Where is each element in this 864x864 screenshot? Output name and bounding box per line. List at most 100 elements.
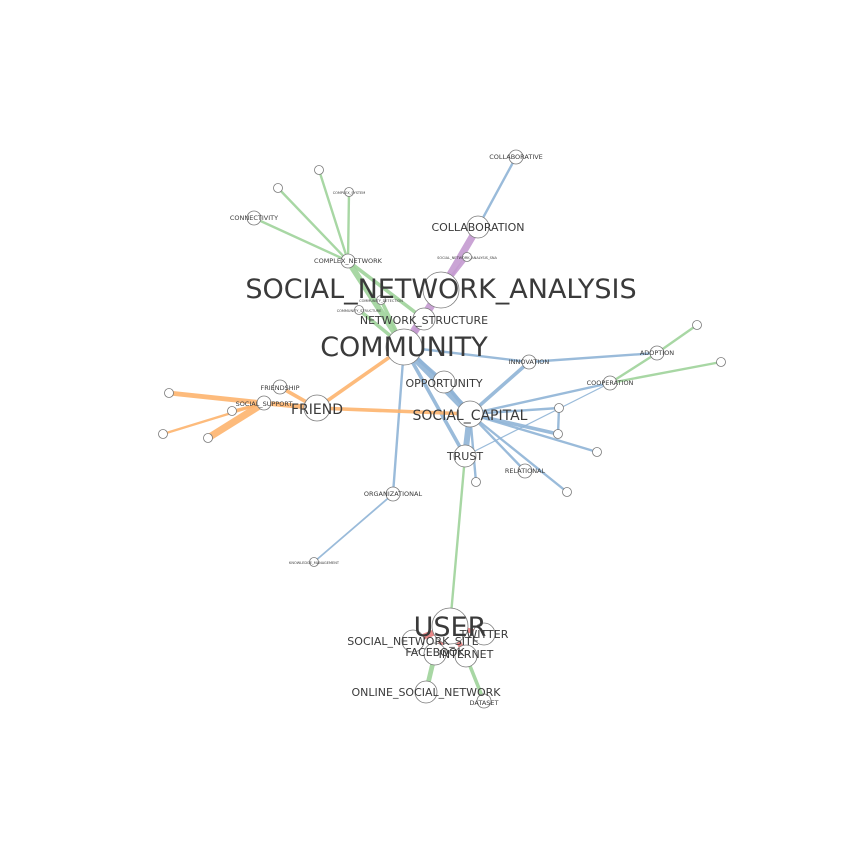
node-friendship[interactable] xyxy=(272,379,288,395)
label-friendship: FRIENDSHIP xyxy=(261,384,300,392)
node-friend[interactable] xyxy=(303,394,331,422)
node-network-structure[interactable] xyxy=(412,307,436,331)
node-community[interactable] xyxy=(385,328,423,366)
label-dataset: DATASET xyxy=(470,699,499,707)
edge-adoption-cooperation xyxy=(608,351,659,385)
node-sc-leaf2[interactable] xyxy=(553,429,563,439)
node-layer xyxy=(158,149,726,709)
node-fr-leaf4[interactable] xyxy=(203,433,213,443)
edge-complex_network-network_structure xyxy=(346,259,426,321)
edge-social_support-fr_leaf4 xyxy=(204,399,268,442)
label-trust: TRUST xyxy=(446,450,483,463)
edge-cooperation-ad_leaf2 xyxy=(608,360,723,385)
node-connectivity[interactable] xyxy=(246,210,262,226)
edge-collaboration-collaborative xyxy=(476,155,518,229)
label-network-structure: NETWORK_STRUCTURE xyxy=(360,314,488,327)
node-cn-leaf2[interactable] xyxy=(273,183,283,193)
edge-complex_network-cn_leaf1 xyxy=(317,168,350,263)
label-sna-small: SOCIAL_NETWORK_ANALYSIS_SNA xyxy=(437,256,497,260)
label-social-network-site: SOCIAL_NETWORK_SITE xyxy=(347,635,478,648)
edge-social_capital-sc_leaf4 xyxy=(468,412,569,494)
edge-social_support-fr_leaf1 xyxy=(166,390,267,406)
node-organizational[interactable] xyxy=(385,486,401,502)
node-social-support[interactable] xyxy=(256,395,272,411)
label-social-network-analysis: SOCIAL_NETWORK_ANALYSIS xyxy=(245,274,636,305)
node-trust[interactable] xyxy=(453,444,477,468)
label-internet: INTERNET xyxy=(439,648,494,661)
node-collaborative[interactable] xyxy=(508,149,524,165)
node-sc-leaf4[interactable] xyxy=(562,487,572,497)
label-relational: RELATIONAL xyxy=(505,467,546,475)
node-dataset[interactable] xyxy=(476,693,492,709)
node-sc-leaf3[interactable] xyxy=(592,447,602,457)
label-complex-system: COMPLEX_SYSTEM xyxy=(333,191,366,195)
node-sc-leaf1[interactable] xyxy=(554,403,564,413)
node-user[interactable] xyxy=(431,607,469,645)
node-knowledge-management[interactable] xyxy=(309,557,319,567)
node-complex-system[interactable] xyxy=(344,187,354,197)
label-twitter: TWITTER xyxy=(459,628,509,641)
label-collaboration: COLLABORATION xyxy=(431,221,524,234)
node-innovation[interactable] xyxy=(521,354,537,370)
node-collaboration[interactable] xyxy=(466,215,490,239)
node-online-social-network[interactable] xyxy=(414,680,438,704)
node-ad-leaf1[interactable] xyxy=(692,320,702,330)
edge-complex_network-cn_leaf2 xyxy=(276,186,350,263)
label-opportunity: OPPORTUNITY xyxy=(405,377,482,390)
label-facebook: FACEBOOK xyxy=(405,646,465,659)
label-adoption: ADOPTION xyxy=(640,349,674,357)
edge-community-organizational xyxy=(391,345,406,496)
edge-social_capital-sc_leaf3 xyxy=(468,412,599,454)
label-community-structure: COMMUNITY_STRUCTURE xyxy=(337,309,382,313)
node-community-detection[interactable] xyxy=(376,295,386,305)
label-innovation: INNOVATION xyxy=(509,358,550,366)
node-sc-leaf5[interactable] xyxy=(471,477,481,487)
node-adoption[interactable] xyxy=(649,345,665,361)
edge-trust-cooperation xyxy=(464,382,611,457)
label-complex-network: COMPLEX_NETWORK xyxy=(314,257,383,265)
edge-social_capital-sc_leaf1 xyxy=(468,406,561,416)
edge-social_capital-cooperation xyxy=(468,381,612,416)
label-knowledge-management: KNOWLEDGE_MANAGEMENT xyxy=(289,561,340,565)
label-user: USER xyxy=(414,612,487,643)
edge-complex_network-complex_system xyxy=(346,190,351,263)
node-cn-leaf1[interactable] xyxy=(314,165,324,175)
node-fr-leaf2[interactable] xyxy=(227,406,237,416)
edge-trust-user xyxy=(448,454,467,628)
edge-social_capital-friend xyxy=(315,406,472,416)
edge-social_support-fr_leaf3 xyxy=(161,401,266,436)
edge-adoption-ad_leaf1 xyxy=(655,323,699,355)
node-social-network-site[interactable] xyxy=(401,629,425,653)
node-social-capital[interactable] xyxy=(456,400,484,428)
label-cooperation: COOPERATION xyxy=(587,379,634,387)
node-fr-leaf1[interactable] xyxy=(164,388,174,398)
label-community: COMMUNITY xyxy=(320,332,488,363)
node-internet[interactable] xyxy=(454,644,478,668)
node-relational[interactable] xyxy=(517,463,533,479)
label-community-detection: COMMUNITY_DETECTION xyxy=(359,299,403,303)
edge-organizational-knowledge_management xyxy=(313,493,394,563)
node-social-network-analysis[interactable] xyxy=(422,271,460,309)
edge-community-innovation xyxy=(402,345,531,364)
label-connectivity: CONNECTIVITY xyxy=(230,214,278,222)
label-organizational: ORGANIZATIONAL xyxy=(364,490,423,498)
label-social-capital: SOCIAL_CAPITAL xyxy=(413,408,528,424)
label-friend: FRIEND xyxy=(291,402,343,418)
label-layer: SOCIAL_NETWORK_ANALYSIS COMMUNITY USER COLL… xyxy=(230,153,674,707)
node-facebook[interactable] xyxy=(423,642,447,666)
node-community-structure[interactable] xyxy=(354,305,364,315)
node-cooperation[interactable] xyxy=(602,375,618,391)
label-collaborative: COLLABORATIVE xyxy=(489,153,543,161)
node-twitter[interactable] xyxy=(472,622,496,646)
label-online-social-network: ONLINE_SOCIAL_NETWORK xyxy=(352,686,502,699)
edge-community-trust xyxy=(402,345,467,458)
edge-innovation-adoption xyxy=(527,351,659,364)
node-sna-small[interactable] xyxy=(462,252,472,262)
node-opportunity[interactable] xyxy=(432,370,456,394)
node-ad-leaf2[interactable] xyxy=(716,357,726,367)
label-social-support: SOCIAL_SUPPORT xyxy=(236,400,293,408)
edge-complex_network-connectivity xyxy=(252,216,350,263)
node-complex-network[interactable] xyxy=(340,253,356,269)
node-fr-leaf3[interactable] xyxy=(158,429,168,439)
